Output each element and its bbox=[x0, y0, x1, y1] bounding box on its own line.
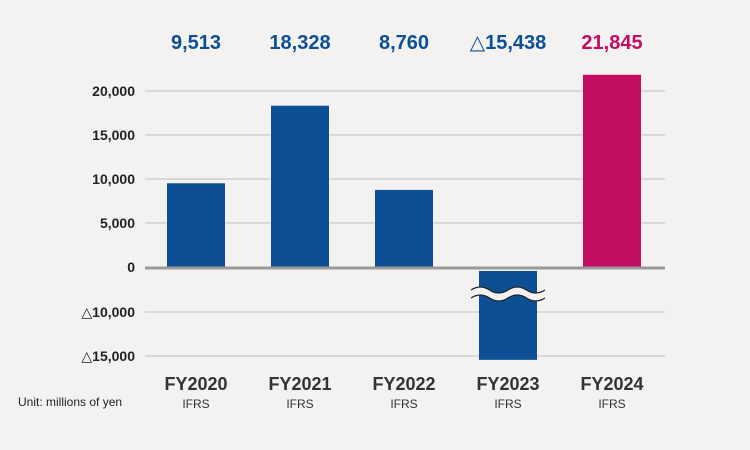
bar-fy2023 bbox=[479, 271, 537, 360]
value-label: 9,513 bbox=[171, 32, 221, 54]
category-label: FY2022 bbox=[372, 374, 435, 394]
y-tick-label: 15,000 bbox=[92, 127, 135, 143]
standard-label: IFRS bbox=[286, 397, 313, 411]
y-tick-label: △10,000 bbox=[81, 304, 135, 320]
value-label: △15,438 bbox=[470, 32, 547, 54]
standard-label: IFRS bbox=[598, 397, 625, 411]
bar-fy2022 bbox=[375, 189, 433, 267]
value-label: 8,760 bbox=[379, 32, 429, 54]
y-tick-label: △15,000 bbox=[81, 348, 135, 364]
bar-fy2020 bbox=[167, 183, 225, 267]
y-tick-label: 0 bbox=[127, 259, 135, 275]
y-tick-label: 5,000 bbox=[100, 215, 135, 231]
bar-fy2024 bbox=[583, 74, 641, 267]
standard-label: IFRS bbox=[182, 397, 209, 411]
category-label: FY2023 bbox=[476, 374, 539, 394]
category-label: FY2020 bbox=[164, 374, 227, 394]
y-tick-label: 20,000 bbox=[92, 83, 135, 99]
value-label: 18,328 bbox=[269, 32, 330, 54]
value-label: 21,845 bbox=[581, 32, 642, 54]
axis-break-line bbox=[470, 294, 546, 302]
standard-label: IFRS bbox=[494, 397, 521, 411]
category-label: FY2024 bbox=[580, 374, 643, 394]
category-label: FY2021 bbox=[268, 374, 331, 394]
standard-label: IFRS bbox=[390, 397, 417, 411]
axis-break-line bbox=[470, 286, 546, 294]
unit-label: Unit: millions of yen bbox=[18, 395, 122, 409]
bar-fy2021 bbox=[271, 105, 329, 268]
y-tick-label: 10,000 bbox=[92, 171, 135, 187]
